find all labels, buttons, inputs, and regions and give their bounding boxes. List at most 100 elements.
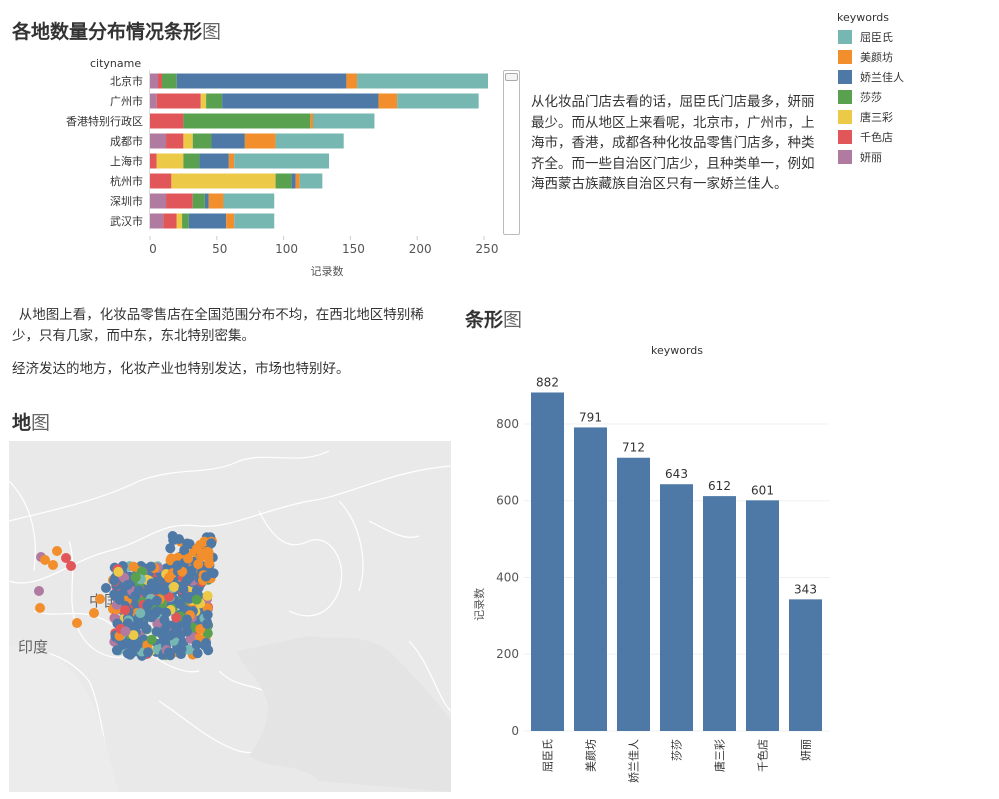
bar-segment — [163, 213, 177, 229]
store-marker — [202, 609, 213, 620]
bar-segment — [150, 93, 157, 109]
store-marker — [183, 553, 194, 564]
store-marker — [202, 590, 213, 601]
bar-segment — [150, 173, 172, 189]
store-marker — [48, 560, 58, 570]
x-tick-label: 娇兰佳人 — [627, 739, 641, 783]
store-marker — [208, 568, 219, 579]
bar-segment — [188, 213, 227, 229]
legend-swatch — [838, 30, 852, 44]
bar-segment — [275, 173, 292, 189]
x-tick-label: 50 — [212, 242, 227, 256]
map-panel[interactable]: 印度 中国 — [9, 441, 451, 792]
store-marker — [176, 644, 187, 655]
store-marker — [202, 618, 212, 629]
store-marker — [114, 594, 125, 605]
y-tick-label: 0 — [511, 724, 519, 738]
data-label: 643 — [665, 467, 688, 481]
bar-segment — [222, 93, 379, 109]
x-tick-label: 150 — [342, 242, 365, 256]
legend-label: 莎莎 — [860, 91, 882, 104]
store-marker — [202, 628, 213, 639]
legend-item[interactable]: 莎莎 — [838, 88, 882, 106]
bar-segment — [223, 193, 275, 209]
legend-item[interactable]: 屈臣氏 — [838, 28, 893, 46]
bar-segment — [234, 153, 330, 169]
x-axis-title: 记录数 — [311, 265, 344, 278]
bar-section-title: 条形图 — [465, 309, 523, 331]
map-svg: 印度 中国 — [9, 450, 451, 792]
store-marker — [206, 538, 217, 549]
store-marker — [52, 546, 62, 556]
store-marker — [128, 630, 139, 641]
bar-segment — [200, 93, 207, 109]
store-marker — [151, 606, 162, 617]
store-marker — [163, 647, 174, 658]
y-tick-label: 600 — [496, 494, 519, 508]
legend-item[interactable]: 妍丽 — [838, 148, 882, 166]
store-marker — [130, 572, 141, 583]
store-marker — [165, 543, 176, 554]
bar-segment — [397, 93, 479, 109]
bar-segment — [156, 93, 201, 109]
legend-swatch — [838, 150, 852, 164]
store-marker — [202, 546, 213, 557]
store-marker — [203, 645, 214, 656]
bar-segment — [228, 153, 235, 169]
legend-item[interactable]: 千色店 — [838, 128, 893, 146]
legend-label: 屈臣氏 — [860, 31, 893, 44]
store-marker — [61, 553, 71, 563]
store-marker — [95, 594, 105, 604]
legend-label: 千色店 — [860, 131, 893, 144]
bar-segment — [346, 73, 358, 89]
store-marker — [120, 626, 131, 637]
store-marker — [89, 608, 99, 618]
store-marker — [178, 583, 189, 594]
bar-segment — [244, 133, 276, 149]
data-label: 882 — [536, 375, 559, 389]
bar-segment — [312, 113, 375, 129]
map-title: 地图 — [12, 412, 51, 434]
x-tick-label: 屈臣氏 — [542, 739, 555, 772]
scrollbar-thumb[interactable] — [505, 73, 518, 81]
bar-segment — [158, 73, 163, 89]
store-marker — [182, 626, 193, 637]
store-marker — [101, 583, 111, 593]
legend-label: 娇兰佳人 — [860, 71, 904, 84]
store-marker — [109, 575, 120, 586]
legend-item[interactable]: 唐三彩 — [838, 108, 893, 126]
data-label: 791 — [579, 410, 602, 424]
store-marker — [151, 626, 162, 637]
store-marker — [193, 559, 204, 570]
bar-segment — [295, 173, 300, 189]
stacked-chart-title: 各地数量分布情况条形图 — [12, 21, 222, 43]
store-marker — [191, 639, 202, 650]
bar-segment — [199, 153, 229, 169]
legend-label: 美颜坊 — [860, 51, 893, 64]
store-marker — [111, 645, 122, 656]
store-marker — [195, 624, 206, 635]
store-marker — [191, 585, 202, 596]
category-label: 杭州市 — [110, 174, 143, 188]
x-tick-label: 美颜坊 — [584, 739, 598, 772]
bar-segment — [182, 213, 189, 229]
bar — [660, 484, 693, 731]
store-marker — [72, 618, 82, 628]
legend-item[interactable]: 美颜坊 — [838, 48, 893, 66]
chart-scrollbar[interactable] — [503, 70, 520, 235]
y-axis-title: cityname — [90, 57, 141, 70]
store-marker — [169, 581, 180, 592]
bar — [574, 427, 607, 731]
x-tick-label: 200 — [409, 242, 432, 256]
store-marker — [171, 612, 182, 623]
bar-segment — [357, 73, 489, 89]
x-tick-label: 0 — [149, 242, 157, 256]
category-label: 成都市 — [110, 134, 143, 148]
legend-item[interactable]: 娇兰佳人 — [838, 68, 904, 86]
bar-segment — [150, 73, 159, 89]
bar-segment — [208, 193, 224, 209]
bar-segment — [150, 213, 164, 229]
legend-label: 妍丽 — [860, 151, 882, 164]
bar-segment — [166, 133, 184, 149]
store-marker — [35, 603, 45, 613]
